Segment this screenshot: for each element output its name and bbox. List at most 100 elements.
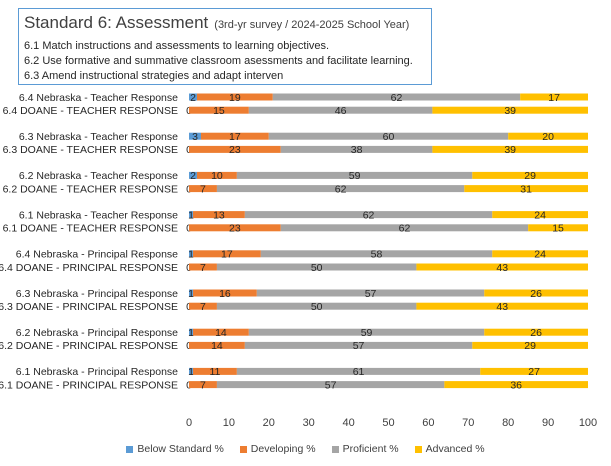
data-label: 16 [219, 288, 231, 300]
bar-segment [189, 211, 193, 219]
data-label: 17 [548, 92, 560, 104]
bar-segment [432, 106, 588, 114]
data-label: 1 [188, 327, 194, 339]
data-label: 60 [383, 131, 395, 143]
bar-segment [508, 132, 588, 140]
bar-segment [432, 145, 588, 153]
bar-segment [189, 224, 281, 232]
chart-legend: Below Standard % Developing % Proficient %… [0, 441, 611, 457]
legend-label: Advanced % [425, 443, 485, 455]
legend-swatch [239, 445, 247, 453]
category-label: 6.4 Nebraska - Principal Response [16, 249, 178, 261]
category-label: 6.1 DOANE - PRINCIPAL RESPONSE [0, 379, 178, 391]
data-label: 1 [188, 288, 194, 300]
bar-segment [272, 93, 521, 101]
bar-segment [189, 171, 197, 179]
bar-segment [484, 289, 588, 297]
bar-segment [216, 381, 445, 389]
bar-segment [189, 250, 193, 258]
bar-segment [416, 263, 588, 271]
bar-segment [189, 367, 193, 375]
x-tick-label: 20 [263, 417, 275, 429]
data-label: 58 [371, 249, 383, 261]
data-label: 7 [200, 301, 206, 313]
data-label: 1 [188, 366, 194, 378]
bar-segment [248, 106, 433, 114]
data-label: 7 [200, 379, 206, 391]
data-label: 1 [188, 209, 194, 221]
data-label: 23 [229, 144, 241, 156]
data-label: 29 [524, 340, 536, 352]
bar-segment [244, 341, 473, 349]
data-label: 59 [361, 327, 373, 339]
bar-segment [189, 302, 217, 310]
bar-segment [492, 250, 588, 258]
x-tick-label: 100 [579, 417, 597, 429]
data-label: 50 [311, 262, 323, 274]
data-label: 14 [211, 340, 223, 352]
bar-segment [416, 302, 588, 310]
category-label: 6.1 Nebraska - Teacher Response [19, 209, 178, 221]
bar-segment [236, 367, 481, 375]
category-label: 6.4 Nebraska - Teacher Response [19, 92, 178, 104]
bar-segment [189, 328, 193, 336]
legend-label: Developing % [250, 443, 316, 455]
bar-segment [492, 211, 588, 219]
bar-segment [444, 381, 588, 389]
bar-segment [192, 289, 257, 297]
bar-segment [472, 341, 588, 349]
data-label: 2 [190, 92, 196, 104]
category-label: 6.1 Nebraska - Principal Response [16, 366, 178, 378]
data-label: 23 [229, 223, 241, 235]
legend-item: Developing % [239, 441, 316, 457]
bar-segment [484, 328, 588, 336]
x-tick-label: 80 [502, 417, 514, 429]
data-label: 13 [213, 209, 225, 221]
category-label: 6.3 Nebraska - Teacher Response [19, 131, 178, 143]
data-label: 20 [542, 131, 554, 143]
legend-swatch [126, 445, 134, 453]
x-tick-label: 0 [186, 417, 192, 429]
legend-label: Below Standard % [137, 443, 224, 455]
bar-segment [260, 250, 493, 258]
data-label: 10 [211, 170, 223, 182]
data-label: 43 [496, 262, 508, 274]
bar-segment [216, 263, 417, 271]
x-tick-label: 10 [223, 417, 235, 429]
standard-line-6-2: 6.2 Use formative and summative classroo… [24, 55, 413, 67]
data-label: 7 [200, 262, 206, 274]
category-label: 6.4 DOANE - TEACHER RESPONSE [3, 105, 178, 117]
bar-segment [464, 185, 588, 193]
data-label: 7 [200, 183, 206, 195]
bar-segment [200, 132, 269, 140]
bar-segment [528, 224, 588, 232]
data-label: 38 [351, 144, 363, 156]
data-label: 1 [188, 249, 194, 261]
x-tick-label: 60 [422, 417, 434, 429]
bar-segment [256, 289, 485, 297]
legend-swatch [331, 445, 339, 453]
data-label: 62 [363, 209, 375, 221]
category-label: 6.2 Nebraska - Principal Response [16, 327, 178, 339]
data-label: 15 [552, 223, 564, 235]
data-label: 39 [504, 105, 516, 117]
bar-segment [189, 263, 217, 271]
data-label: 62 [335, 183, 347, 195]
x-tick-label: 40 [342, 417, 354, 429]
data-label: 39 [504, 144, 516, 156]
data-label: 29 [524, 170, 536, 182]
chart-title-box: Standard 6: Assessment (3rd-yr survey / 2… [18, 8, 432, 85]
bar-segment [189, 106, 249, 114]
data-label: 43 [496, 301, 508, 313]
data-label: 24 [534, 209, 546, 221]
data-label: 62 [391, 92, 403, 104]
category-label: 6.2 Nebraska - Teacher Response [19, 170, 178, 182]
category-label: 6.2 DOANE - PRINCIPAL RESPONSE [0, 340, 178, 352]
bar-segment [480, 367, 588, 375]
bar-segment [244, 211, 493, 219]
legend-swatch [414, 445, 422, 453]
data-label: 50 [311, 301, 323, 313]
data-label: 57 [325, 379, 337, 391]
bar-segment [192, 211, 245, 219]
